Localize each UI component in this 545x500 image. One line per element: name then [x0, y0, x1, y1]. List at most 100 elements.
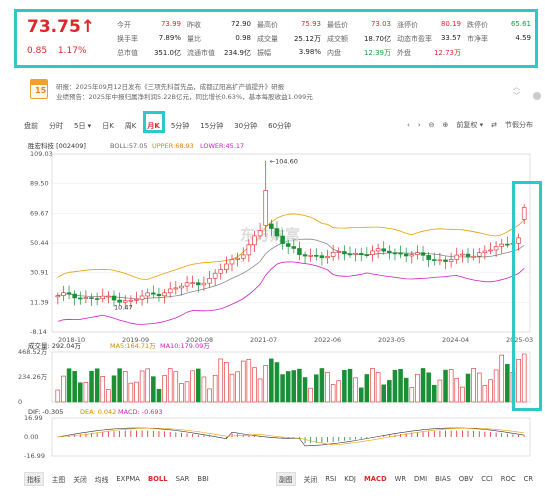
earnings-forecast-link[interactable]: 业绩预告：2025年中报归属净利润5.22B亿元，同比增长0.63%，基本每股收… — [56, 93, 313, 101]
indicator-tab[interactable]: CR — [523, 475, 534, 483]
indicator-tab[interactable]: BIAS — [435, 475, 451, 483]
candle-body — [437, 259, 443, 262]
tab-period[interactable]: 日K — [102, 122, 114, 130]
indicator-tab[interactable]: 指标 — [24, 472, 44, 486]
indicator-tab[interactable]: 关闭 — [73, 476, 87, 484]
candle-body — [342, 251, 347, 255]
tab-period[interactable]: 5分钟 — [170, 122, 190, 130]
candle-body — [302, 254, 308, 257]
volume-bar — [167, 368, 173, 403]
stock-name-label: 胜宏科技 [002409] — [28, 141, 86, 150]
macd-bar — [293, 437, 295, 439]
chart-control[interactable]: 前复权 ▾ — [456, 121, 484, 129]
quote-value: 33.57 — [440, 34, 461, 42]
candle-body — [308, 255, 313, 257]
y-tick-label: -8.14 — [30, 328, 47, 336]
candle-body — [100, 295, 106, 300]
macd-label: MACD: -0.693 — [118, 408, 163, 416]
tab-period[interactable]: 60分钟 — [268, 122, 292, 130]
macd-bar — [400, 433, 401, 437]
quote-cell: 最低价 73.03 — [327, 20, 397, 30]
quote-value: 80.19 — [440, 20, 461, 28]
candle-body — [420, 252, 426, 256]
candle-body — [454, 254, 460, 260]
tab-period[interactable]: 分时 — [49, 122, 63, 130]
tab-period[interactable]: 盘前 — [24, 122, 38, 130]
candle-body — [516, 237, 521, 244]
macd-bar — [394, 434, 396, 437]
candle-body — [432, 259, 437, 261]
indicator-tab[interactable]: EXPMA — [116, 475, 140, 483]
indicator-tab[interactable]: CCI — [481, 475, 493, 483]
chart-control[interactable]: 节假分布 — [505, 121, 533, 129]
y-tick-label: 89.50 — [30, 180, 49, 188]
indicator-tab[interactable]: RSI — [325, 475, 337, 483]
dif-line — [57, 427, 525, 447]
candle-body — [229, 259, 235, 265]
indicator-tab[interactable]: OBV — [458, 475, 474, 483]
volume-bar — [499, 354, 504, 403]
tab-period[interactable]: 月K — [147, 122, 160, 130]
candle-body — [66, 292, 72, 295]
candle-body — [201, 282, 207, 286]
volume-frame — [51, 351, 531, 403]
quote-panel: 73.75↑ 0.85 1.17% 今开 73.99 昨收 72.90 最高价 75.93… — [14, 9, 538, 68]
side-tool-icon[interactable] — [533, 92, 541, 100]
volume-bar — [454, 378, 460, 403]
candle-body — [173, 287, 179, 290]
indicator-tab[interactable]: DMI — [414, 475, 428, 483]
research-report-link[interactable]: 研报：2025年09月12日发布《三项先科首先品，成都辽阳高扩产值提升》研报 — [56, 83, 285, 91]
quote-value: 3.98% — [298, 48, 321, 56]
macd-bar — [74, 434, 76, 437]
tab-period[interactable]: 15分钟 — [200, 122, 224, 130]
notice-scroll-icon[interactable]: ︿ ﹀ — [513, 83, 520, 100]
indicator-tab[interactable]: ROC — [500, 475, 516, 483]
chart-control[interactable]: › — [417, 121, 421, 129]
quote-cell: 成交量 25.12万 — [257, 34, 327, 44]
candle-body — [488, 249, 493, 252]
chart-control[interactable]: ⊖ — [428, 121, 435, 129]
macd-bar — [366, 437, 368, 439]
volume-bar — [55, 389, 61, 403]
tab-period[interactable]: 5日 ▾ — [74, 122, 92, 130]
indicator-tab[interactable]: MACD — [363, 475, 387, 483]
chart-control[interactable]: ⇄ — [491, 121, 497, 129]
indicator-tab[interactable]: KDJ — [344, 475, 356, 483]
indicator-tab[interactable]: 关闭 — [303, 476, 318, 484]
candle-body — [381, 248, 386, 252]
candle-body — [392, 252, 398, 255]
quote-label: 量比 — [187, 35, 201, 43]
tab-period[interactable]: 30分钟 — [234, 122, 258, 130]
macd-bar — [209, 436, 210, 437]
candle-body — [336, 251, 342, 253]
volume-bar — [319, 368, 325, 403]
indicator-tab[interactable]: 均线 — [94, 476, 109, 484]
macd-bar — [506, 433, 508, 437]
indicator-tab[interactable]: 副图 — [276, 472, 296, 486]
indicator-tab[interactable]: 主图 — [51, 476, 66, 484]
volume-bar — [218, 358, 224, 403]
chart-control[interactable]: ⊕ — [442, 121, 449, 129]
volume-bar — [184, 381, 190, 403]
volume-bar — [156, 388, 162, 403]
macd-bar — [203, 435, 205, 437]
volume-bar — [224, 362, 229, 403]
boll-lower-label: LOWER:45.17 — [200, 142, 244, 150]
kline-chart[interactable]: 胜宏科技 [002409] BOLL:57.05 UPPER:68.93 LOWER:… — [0, 140, 545, 460]
quote-cell: 总市值 351.0亿 — [117, 48, 187, 58]
price-change: 0.85 1.17% — [27, 46, 95, 56]
candle-body — [61, 292, 66, 296]
indicator-tab[interactable]: BBI — [197, 475, 209, 483]
volume-bar — [448, 369, 454, 403]
volume-bar — [297, 368, 302, 403]
indicator-tab[interactable]: BOLL — [147, 475, 168, 483]
volume-bar — [252, 367, 257, 403]
candle-body — [521, 207, 527, 220]
indicator-tab[interactable]: WR — [394, 475, 407, 483]
quote-label: 振幅 — [257, 49, 271, 57]
chart-control[interactable]: ‹ — [407, 121, 410, 129]
volume-bar — [263, 365, 268, 403]
indicator-tab[interactable]: SAR — [175, 475, 190, 483]
tab-period[interactable]: 周K — [124, 122, 137, 130]
macd-bar — [164, 431, 165, 437]
